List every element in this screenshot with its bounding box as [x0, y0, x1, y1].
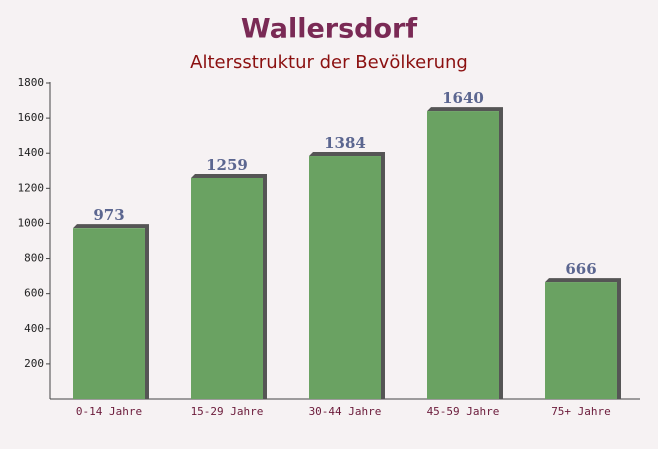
bar [545, 282, 617, 399]
value-label: 1259 [206, 156, 248, 174]
bar [309, 156, 381, 399]
y-tick-label: 800 [24, 252, 44, 265]
y-tick-label: 200 [24, 357, 44, 370]
bar [427, 111, 499, 399]
x-tick-label: 15-29 Jahre [191, 405, 264, 418]
chart-subtitle: Altersstruktur der Bevölkerung [190, 52, 468, 73]
x-tick-label: 30-44 Jahre [309, 405, 382, 418]
value-label: 1640 [442, 89, 484, 107]
y-tick-label: 1600 [18, 111, 45, 124]
bar [73, 228, 145, 399]
value-label: 973 [93, 206, 124, 224]
bar [191, 177, 263, 399]
y-tick-label: 1200 [18, 181, 45, 194]
x-tick-label: 0-14 Jahre [76, 405, 142, 418]
y-tick-label: 600 [24, 287, 44, 300]
y-tick-label: 400 [24, 322, 44, 335]
y-tick-label: 1000 [18, 216, 45, 229]
chart-title: Wallersdorf [241, 14, 417, 45]
value-label: 666 [565, 260, 596, 278]
y-tick-label: 1800 [18, 76, 45, 89]
y-tick-label: 1400 [18, 146, 45, 159]
x-tick-label: 45-59 Jahre [427, 405, 500, 418]
value-label: 1384 [324, 134, 366, 152]
x-tick-label: 75+ Jahre [551, 405, 611, 418]
